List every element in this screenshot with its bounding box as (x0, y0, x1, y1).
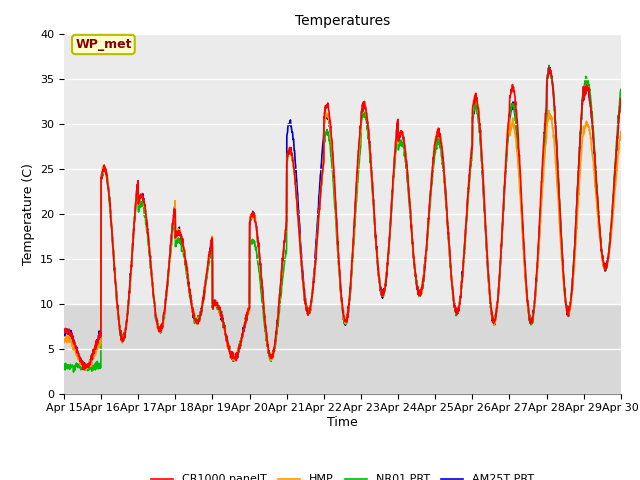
HMP (568, 287, 576, 293)
CR1000 panelT (371, 220, 379, 226)
AM25T PRT (617, 99, 625, 105)
NR01 PRT (70, 369, 77, 375)
Line: HMP: HMP (64, 94, 621, 370)
Y-axis label: Temperature (C): Temperature (C) (22, 163, 35, 264)
HMP (505, 118, 513, 124)
NR01 PRT (545, 62, 553, 68)
HMP (359, 104, 367, 109)
AM25T PRT (371, 220, 379, 226)
CR1000 panelT (584, 84, 591, 90)
Text: WP_met: WP_met (75, 38, 132, 51)
CR1000 panelT (216, 304, 223, 310)
NR01 PRT (60, 365, 68, 371)
NR01 PRT (584, 77, 591, 83)
Line: CR1000 panelT: CR1000 panelT (64, 67, 621, 370)
AM25T PRT (568, 285, 576, 290)
Line: AM25T PRT: AM25T PRT (64, 68, 621, 369)
HMP (216, 310, 223, 315)
Bar (64, 303, 621, 394)
AM25T PRT (584, 84, 591, 90)
HMP (82, 367, 90, 372)
AM25T PRT (359, 101, 367, 107)
CR1000 panelT (545, 64, 553, 70)
Legend: CR1000 panelT, HMP, NR01 PRT, AM25T PRT: CR1000 panelT, HMP, NR01 PRT, AM25T PRT (146, 470, 539, 480)
NR01 PRT (617, 86, 625, 92)
CR1000 panelT (81, 367, 88, 372)
NR01 PRT (216, 311, 223, 316)
AM25T PRT (216, 307, 223, 312)
HMP (60, 338, 68, 344)
X-axis label: Time: Time (327, 416, 358, 429)
AM25T PRT (504, 131, 512, 136)
HMP (471, 91, 479, 96)
AM25T PRT (547, 65, 554, 71)
AM25T PRT (80, 366, 88, 372)
CR1000 panelT (504, 120, 512, 125)
CR1000 panelT (617, 96, 625, 102)
CR1000 panelT (359, 104, 367, 109)
HMP (371, 219, 379, 225)
Line: NR01 PRT: NR01 PRT (64, 65, 621, 372)
CR1000 panelT (568, 284, 576, 289)
HMP (584, 122, 591, 128)
HMP (617, 129, 625, 134)
Title: Temperatures: Temperatures (295, 14, 390, 28)
NR01 PRT (568, 284, 576, 289)
AM25T PRT (60, 330, 68, 336)
NR01 PRT (359, 111, 367, 117)
CR1000 panelT (60, 329, 68, 335)
NR01 PRT (371, 221, 379, 227)
NR01 PRT (504, 129, 512, 135)
